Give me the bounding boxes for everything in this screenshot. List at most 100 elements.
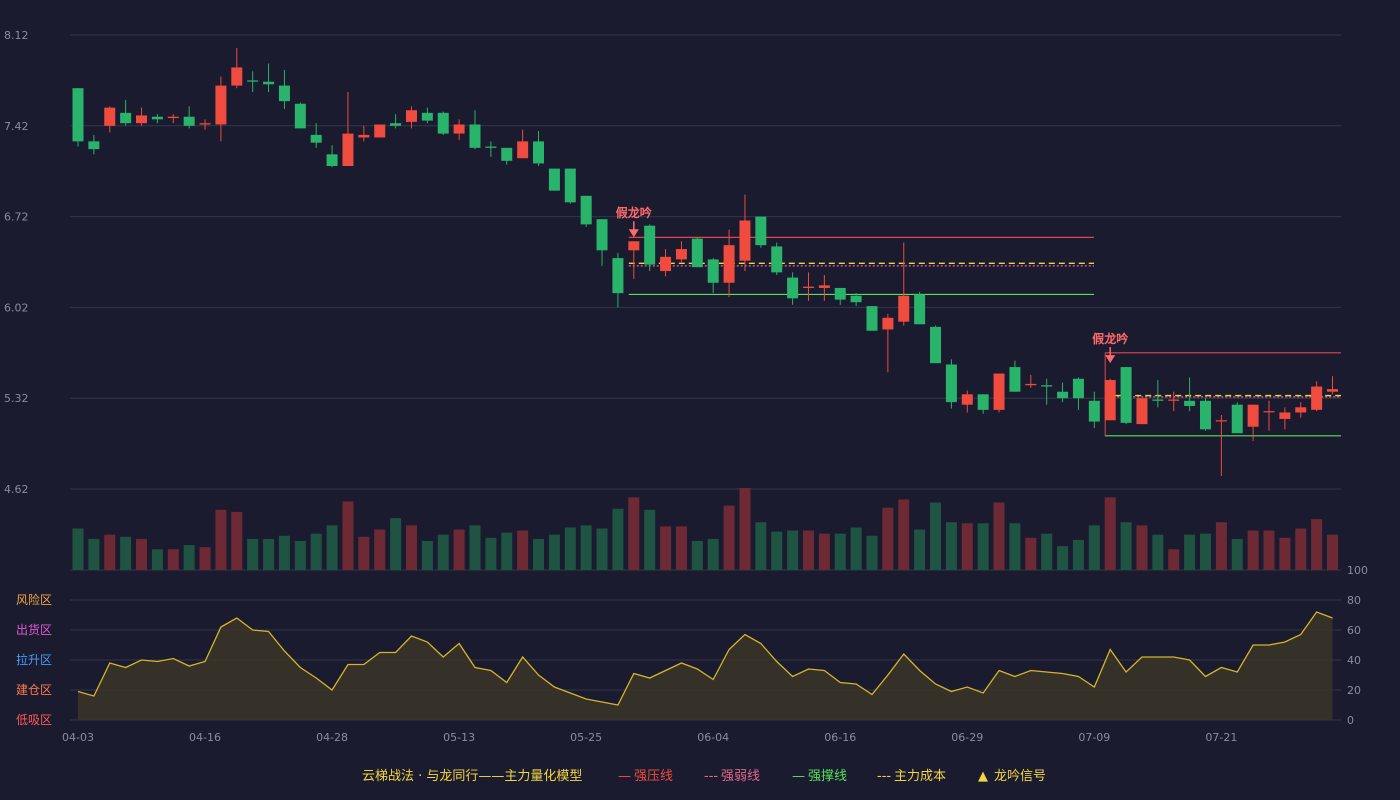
candle-body <box>707 259 719 283</box>
candle-body <box>533 141 545 164</box>
volume-bar <box>533 538 545 570</box>
volume-bar <box>183 545 195 570</box>
candle-body <box>580 195 592 225</box>
x-tick-label: 04-03 <box>62 731 94 744</box>
volume-bar <box>1041 533 1053 570</box>
volume-bar <box>644 509 656 570</box>
oscillator-tick-label: 100 <box>1347 564 1368 577</box>
candle-body <box>691 238 703 268</box>
candle-body <box>278 85 290 102</box>
price-tick-label: 7.42 <box>4 120 29 133</box>
volume-bar <box>469 525 481 570</box>
candle-body <box>1104 380 1116 421</box>
candle-body <box>342 133 354 167</box>
volume-bar <box>818 533 830 570</box>
price-tick-label: 4.62 <box>4 483 29 496</box>
candle-body <box>247 80 259 82</box>
volume-bar <box>278 535 290 570</box>
candle-body <box>675 249 687 260</box>
zone-label: 风险区 <box>16 592 52 607</box>
volume-bar <box>199 547 211 570</box>
zone-label: 低吸区 <box>16 713 52 727</box>
x-tick-label: 06-29 <box>951 731 983 744</box>
candle-body <box>898 295 910 322</box>
candle-body <box>787 277 799 299</box>
volume-bar <box>707 538 719 570</box>
candle-body <box>1263 411 1275 413</box>
volume-bar <box>580 525 592 570</box>
candle-body <box>1152 399 1164 401</box>
legend-dash-icon: --- <box>877 769 891 784</box>
x-tick-label: 05-13 <box>443 731 475 744</box>
candle-body <box>1279 412 1291 419</box>
candle-body <box>850 295 862 303</box>
candle-body <box>771 246 783 273</box>
volume-bar <box>1136 525 1148 570</box>
legend-line-icon: — <box>618 769 631 784</box>
legend-item-label: 龙吟信号 <box>994 768 1046 784</box>
volume-bar <box>1120 522 1132 570</box>
volume-bar <box>231 511 243 570</box>
candle-body <box>1072 378 1084 399</box>
volume-bar <box>1057 546 1069 570</box>
volume-bar <box>866 535 878 570</box>
candle-body <box>263 81 275 85</box>
x-tick-label: 05-25 <box>570 731 602 744</box>
volume-bar <box>390 518 402 570</box>
legend-item-label: 强弱线 <box>721 769 760 784</box>
oscillator-tick-label: 0 <box>1347 714 1354 727</box>
candle-body <box>1120 367 1132 423</box>
candle-body <box>183 116 195 126</box>
volume-bar <box>739 488 751 570</box>
candle-body <box>199 123 211 125</box>
candle-body <box>437 112 449 134</box>
candle-body <box>72 88 84 142</box>
candle-body <box>834 287 846 300</box>
volume-bar <box>914 529 926 570</box>
volume-bar <box>898 499 910 570</box>
volume-bar <box>548 534 560 570</box>
volume-bar <box>453 529 465 570</box>
volume-bar <box>120 536 132 570</box>
volume-bar <box>628 497 640 570</box>
volume-bar <box>1263 530 1275 570</box>
volume-bar <box>342 501 354 570</box>
candle-body <box>167 116 179 119</box>
candle-body <box>469 124 481 148</box>
volume-bar <box>1295 528 1307 570</box>
volume-bar <box>930 502 942 570</box>
volume-bar <box>72 528 84 570</box>
candle-body <box>136 115 148 124</box>
candle-body <box>294 103 306 129</box>
oscillator-panel <box>77 611 1333 720</box>
legend-item-label: 强撑线 <box>808 769 847 784</box>
x-tick-label: 07-21 <box>1205 731 1237 744</box>
candle-body <box>453 124 465 134</box>
candle-body <box>1041 385 1053 387</box>
grid-lines <box>70 34 1341 721</box>
oscillator-line <box>77 611 1333 706</box>
volume-bar <box>421 540 433 570</box>
candle-body <box>596 219 608 251</box>
candle-body <box>1168 399 1180 401</box>
candle-body <box>358 134 370 138</box>
candle-body <box>739 220 751 261</box>
candle-body <box>1184 400 1196 406</box>
candle-body <box>612 258 624 294</box>
candle-body <box>644 225 656 265</box>
candle-body <box>501 147 513 161</box>
legend-title: 云梯战法 · 与龙同行——主力量化模型 <box>362 769 582 784</box>
price-tick-label: 6.72 <box>4 211 29 224</box>
volume-bar <box>802 530 814 570</box>
volume-bar <box>1104 497 1116 570</box>
volume-bar <box>136 538 148 570</box>
signal-label: 假龙吟 <box>616 205 652 220</box>
volume-bar <box>771 531 783 570</box>
candle-body <box>390 123 402 126</box>
candle-body <box>215 85 227 125</box>
volume-bar <box>977 523 989 570</box>
volume-bar <box>1152 534 1164 570</box>
volume-bar <box>1311 519 1323 570</box>
volume-bar <box>723 505 735 570</box>
